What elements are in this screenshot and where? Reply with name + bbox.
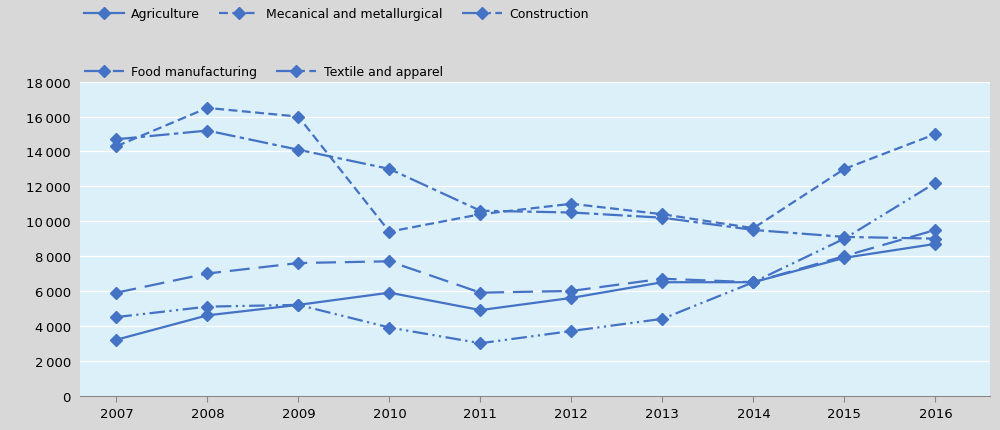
Legend: Food manufacturing, Textile and apparel: Food manufacturing, Textile and apparel <box>84 66 443 79</box>
